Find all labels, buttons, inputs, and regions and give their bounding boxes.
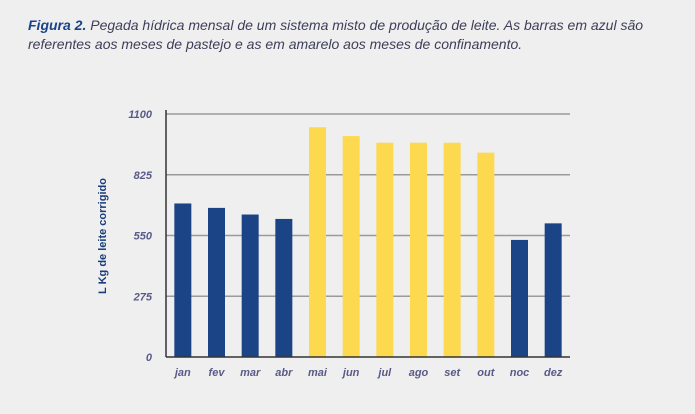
- x-tick-label: mai: [308, 367, 328, 379]
- x-tick-label: jun: [341, 367, 360, 379]
- figure-number: Figura 2.: [28, 17, 87, 33]
- bar-mar: [241, 214, 259, 357]
- y-tick-label: 550: [134, 231, 153, 243]
- bar-jun: [342, 136, 360, 357]
- x-tick-label: jul: [376, 367, 392, 379]
- bar-dez: [544, 223, 562, 357]
- x-tick-label: dez: [544, 367, 563, 379]
- x-tick-label: noc: [510, 367, 530, 379]
- x-tick-label: mar: [240, 367, 261, 379]
- bar-set: [443, 142, 461, 357]
- bar-jul: [376, 142, 394, 357]
- x-tick-label: abr: [275, 367, 293, 379]
- bar-jan: [174, 203, 192, 357]
- y-tick-label: 1100: [128, 109, 153, 121]
- y-tick-label: 275: [133, 291, 153, 303]
- x-tick-label: set: [444, 367, 461, 379]
- x-tick-label: jan: [173, 367, 191, 379]
- bar-noc: [511, 239, 528, 357]
- bar-ago: [410, 142, 427, 357]
- caption-text: Pegada hídrica mensal de um sistema mist…: [28, 17, 644, 52]
- x-tick-label: out: [477, 367, 495, 379]
- figure-caption: Figura 2. Pegada hídrica mensal de um si…: [28, 16, 678, 54]
- x-tick-label: fev: [209, 367, 226, 379]
- y-tick-label: 0: [146, 352, 153, 364]
- bar-out: [477, 152, 495, 357]
- x-tick-label: ago: [409, 367, 429, 379]
- bar-abr: [275, 218, 293, 357]
- y-tick-label: 825: [134, 170, 153, 182]
- y-axis-label: L Kg de leite corrigido: [97, 178, 109, 294]
- bar-mai: [309, 127, 326, 357]
- bar-fev: [208, 207, 225, 357]
